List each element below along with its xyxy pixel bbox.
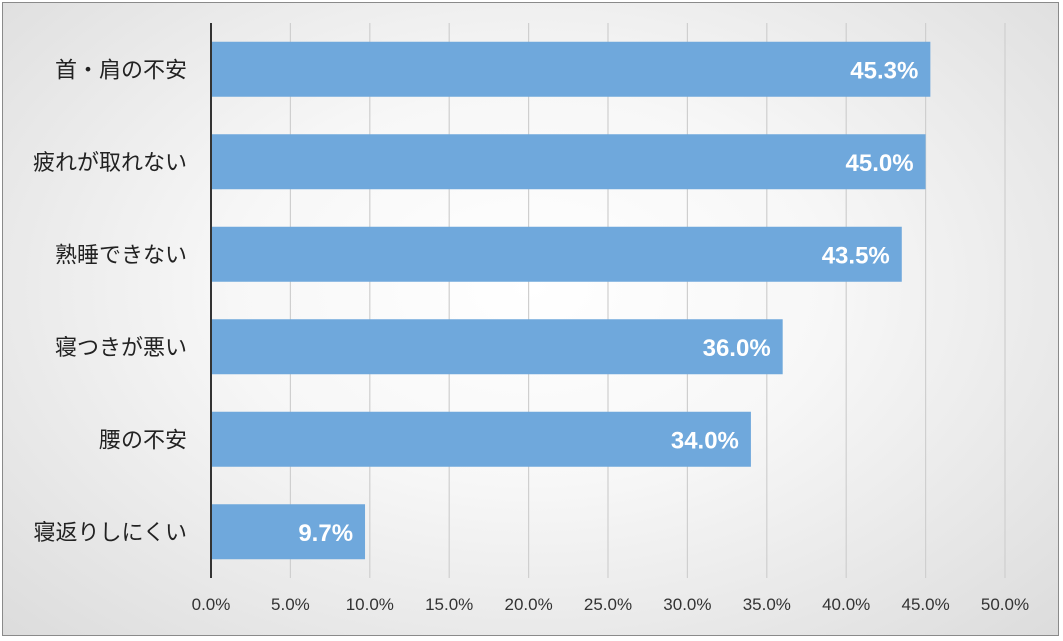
bar: [211, 226, 902, 282]
bar: [211, 41, 931, 97]
category-label: 寝返りしにくい: [33, 521, 187, 546]
bar: [211, 134, 926, 190]
category-label: 腰の不安: [99, 428, 187, 453]
bar: [211, 504, 366, 560]
category-label: 寝つきが悪い: [55, 336, 187, 361]
category-label: 首・肩の不安: [55, 58, 187, 83]
data-label: 36.0%: [703, 335, 771, 362]
x-tick-label: 45.0%: [901, 595, 949, 614]
data-label: 45.0%: [846, 150, 914, 177]
x-tick-label: 50.0%: [981, 595, 1029, 614]
data-label: 9.7%: [298, 520, 353, 547]
category-label: 疲れが取れない: [33, 151, 187, 176]
data-labels: 45.3% 45.0% 43.5% 36.0% 34.0% 9.7%: [298, 57, 918, 547]
data-label: 45.3%: [850, 57, 918, 84]
x-tick-label: 35.0%: [743, 595, 791, 614]
bar: [211, 411, 751, 467]
data-label: 34.0%: [671, 427, 739, 454]
x-tick-label: 10.0%: [346, 595, 394, 614]
bar: [211, 319, 783, 375]
data-label: 43.5%: [822, 242, 890, 269]
gridlines: [289, 23, 1006, 578]
bars: [211, 41, 931, 560]
x-tick-label: 25.0%: [584, 595, 632, 614]
x-tick-label: 0.0%: [192, 595, 231, 614]
x-tick-label: 5.0%: [271, 595, 310, 614]
category-label: 熟睡できない: [55, 243, 187, 268]
x-tick-label: 15.0%: [425, 595, 473, 614]
x-tick-labels: 0.0% 5.0% 10.0% 15.0% 20.0% 25.0% 30.0% 35.0% 40…: [192, 595, 1029, 614]
x-tick-label: 20.0%: [504, 595, 552, 614]
x-tick-label: 30.0%: [663, 595, 711, 614]
x-tick-label: 40.0%: [822, 595, 870, 614]
